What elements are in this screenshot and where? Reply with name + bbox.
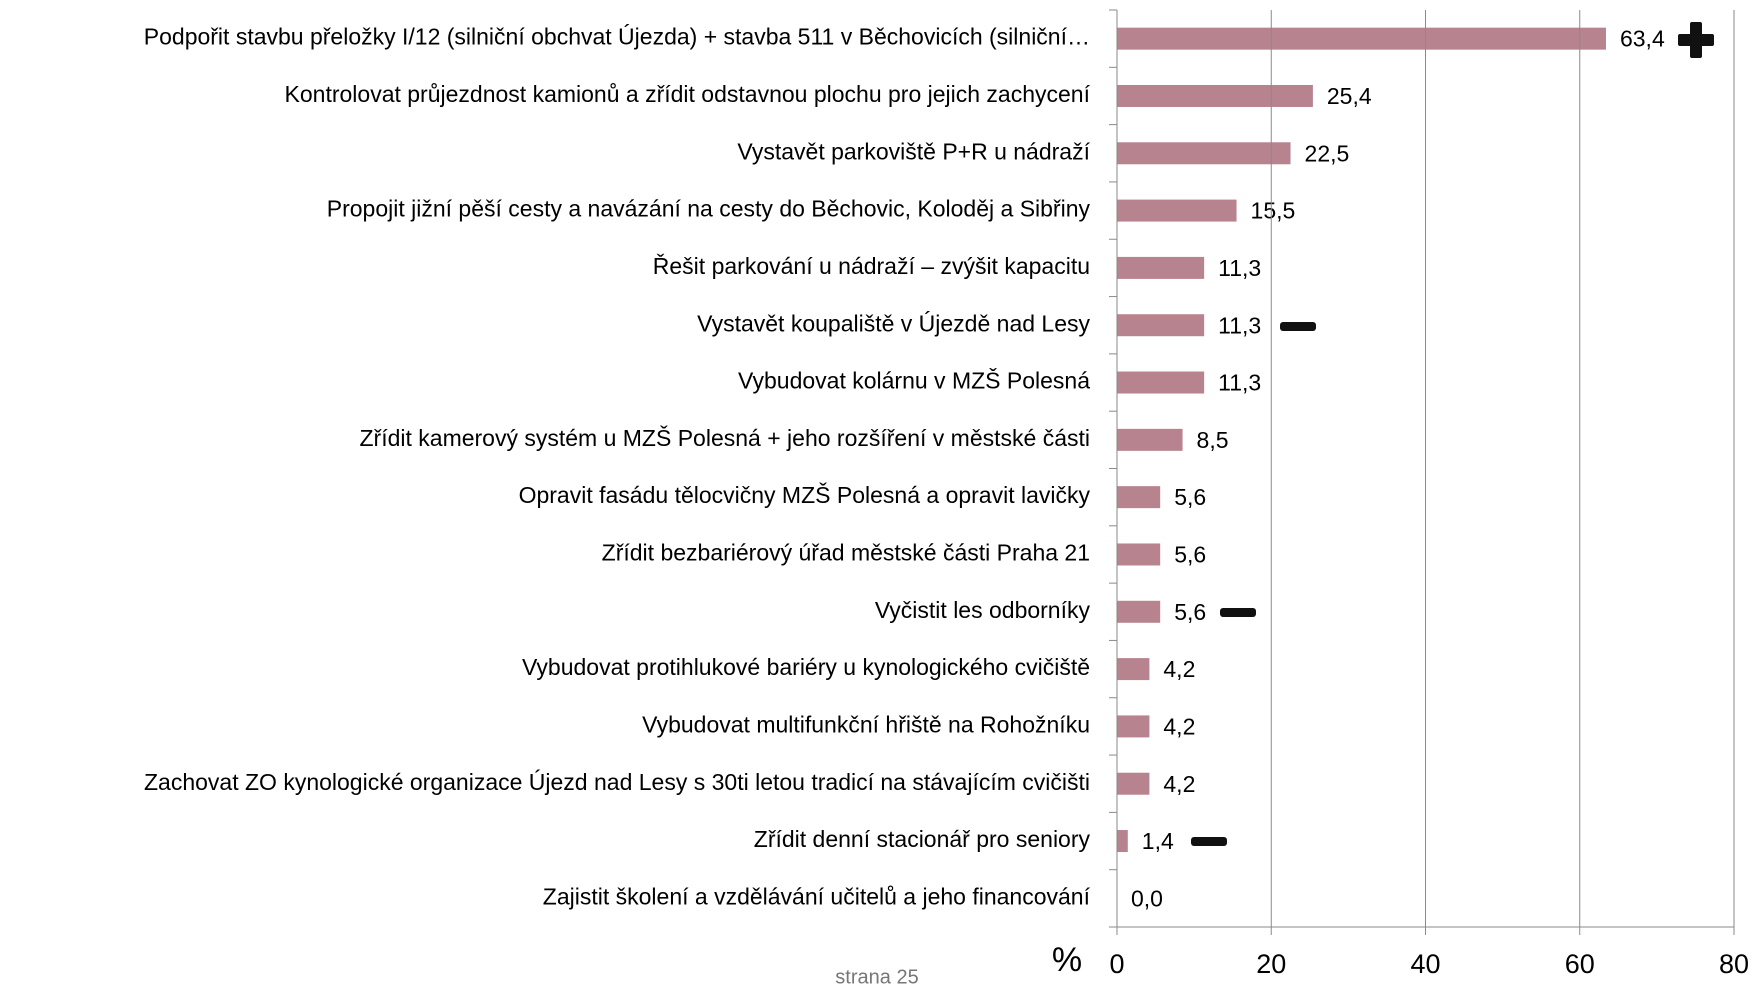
x-tick-label: 20 xyxy=(1256,949,1286,979)
value-label: 25,4 xyxy=(1327,83,1372,109)
bar xyxy=(1117,27,1606,50)
y-tick-label: Kontrolovat průjezdnost kamionů a zřídit… xyxy=(285,81,1091,107)
page-footer: strana 25 xyxy=(835,966,918,986)
x-axis-label: % xyxy=(1052,941,1082,979)
plus-icon xyxy=(1678,22,1714,58)
value-label: 1,4 xyxy=(1142,828,1174,854)
bar xyxy=(1117,371,1205,394)
bar xyxy=(1117,256,1205,279)
bar xyxy=(1117,715,1150,738)
x-tick-label: 80 xyxy=(1719,949,1749,979)
y-tick-label: Zřídit denní stacionář pro seniory xyxy=(754,826,1091,852)
value-label: 5,6 xyxy=(1174,484,1206,510)
y-tick-label: Zajistit školení a vzdělávání učitelů a … xyxy=(543,883,1091,909)
value-label: 5,6 xyxy=(1174,599,1206,625)
y-tick-label: Zachovat ZO kynologické organizace Újezd… xyxy=(144,769,1090,795)
y-tick-label: Podpořit stavbu přeložky I/12 (silniční … xyxy=(144,24,1090,50)
y-tick-label: Vystavět parkoviště P+R u nádraží xyxy=(737,138,1090,164)
bar xyxy=(1117,543,1161,566)
value-label: 4,2 xyxy=(1163,771,1195,797)
value-label: 8,5 xyxy=(1197,427,1229,453)
value-label: 0,0 xyxy=(1131,885,1163,911)
bar xyxy=(1117,830,1128,853)
value-label: 5,6 xyxy=(1174,542,1206,568)
value-label: 4,2 xyxy=(1163,656,1195,682)
bar xyxy=(1117,600,1161,623)
y-tick-label: Vybudovat multifunkční hřiště na Rohožní… xyxy=(642,711,1090,737)
bar xyxy=(1117,658,1150,681)
value-label: 4,2 xyxy=(1163,713,1195,739)
y-tick-label: Propojit jižní pěší cesty a navázání na … xyxy=(327,196,1091,222)
bar xyxy=(1117,486,1161,509)
y-tick-label: Zřídit kamerový systém u MZŠ Polesná + j… xyxy=(360,424,1091,451)
bar xyxy=(1117,772,1150,795)
value-label: 11,3 xyxy=(1218,312,1261,338)
y-tick-label: Vyčistit les odborníky xyxy=(875,597,1091,623)
y-tick-label: Vystavět koupaliště v Újezdě nad Lesy xyxy=(697,310,1090,336)
bar xyxy=(1117,84,1313,107)
y-tick-label: Opravit fasádu tělocvičny MZŠ Polesná a … xyxy=(519,481,1091,508)
value-label: 11,3 xyxy=(1218,255,1261,281)
bar xyxy=(1117,428,1183,451)
x-tick-label: 40 xyxy=(1410,949,1440,979)
x-tick-label: 0 xyxy=(1109,949,1124,979)
minus-icon xyxy=(1220,608,1256,617)
x-tick-label: 60 xyxy=(1565,949,1595,979)
value-label: 11,3 xyxy=(1218,370,1261,396)
bar xyxy=(1117,199,1237,222)
y-tick-label: Řešit parkování u nádraží – zvýšit kapac… xyxy=(653,253,1090,279)
value-label: 22,5 xyxy=(1305,140,1350,166)
value-label: 15,5 xyxy=(1251,198,1296,224)
value-label: 63,4 xyxy=(1620,26,1665,52)
bar xyxy=(1117,142,1291,165)
minus-icon xyxy=(1191,837,1227,846)
y-tick-label: Vybudovat protihlukové bariéry u kynolog… xyxy=(522,654,1090,680)
y-tick-label: Zřídit bezbariérový úřad městské části P… xyxy=(602,540,1090,566)
y-tick-label: Vybudovat kolárnu v MZŠ Polesná xyxy=(738,367,1090,394)
minus-icon xyxy=(1280,322,1316,331)
bar xyxy=(1117,314,1205,337)
